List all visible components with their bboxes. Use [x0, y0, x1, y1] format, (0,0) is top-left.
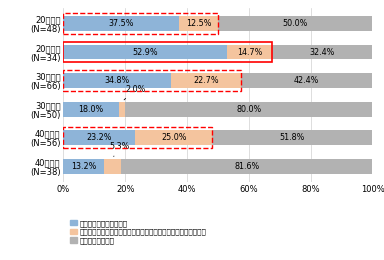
Bar	[171, 73, 241, 88]
Bar	[63, 70, 241, 91]
Text: 14.7%: 14.7%	[237, 48, 262, 57]
Text: 18.0%: 18.0%	[79, 105, 104, 114]
Text: 22.7%: 22.7%	[193, 76, 219, 85]
Bar	[104, 159, 121, 174]
Bar	[125, 102, 372, 116]
Text: 81.6%: 81.6%	[234, 162, 259, 171]
Text: 13.2%: 13.2%	[71, 162, 96, 171]
Text: 51.8%: 51.8%	[280, 133, 305, 142]
Bar	[212, 130, 372, 145]
Text: 80.0%: 80.0%	[236, 105, 262, 114]
Bar	[63, 45, 227, 60]
Bar	[119, 102, 125, 116]
Text: 12.5%: 12.5%	[186, 19, 211, 28]
Bar	[272, 45, 372, 60]
Text: 50.0%: 50.0%	[283, 19, 308, 28]
Bar	[135, 130, 212, 145]
Text: 32.4%: 32.4%	[310, 48, 335, 57]
Bar	[241, 73, 372, 88]
Bar	[218, 16, 372, 31]
Text: 34.8%: 34.8%	[104, 76, 130, 85]
Text: 23.2%: 23.2%	[86, 133, 112, 142]
Bar	[63, 73, 171, 88]
Bar	[63, 13, 218, 34]
Bar	[63, 42, 272, 62]
Bar	[63, 159, 104, 174]
Text: 37.5%: 37.5%	[109, 19, 134, 28]
Bar	[63, 130, 135, 145]
Text: 52.9%: 52.9%	[132, 48, 158, 57]
Text: 2.0%: 2.0%	[124, 85, 146, 100]
Bar	[227, 45, 272, 60]
Bar	[63, 102, 119, 116]
Text: 5.3%: 5.3%	[109, 142, 130, 157]
Text: 25.0%: 25.0%	[161, 133, 187, 142]
Text: 42.4%: 42.4%	[294, 76, 319, 85]
Bar	[121, 159, 373, 174]
Bar	[63, 16, 179, 31]
Bar	[179, 16, 218, 31]
Legend: 利用し、商品を購入した, 商品の購入はしたことがないが、サービスを利用したことはある, 利用はしていない: 利用し、商品を購入した, 商品の購入はしたことがないが、サービスを利用したことは…	[67, 217, 210, 247]
Bar	[63, 127, 212, 148]
